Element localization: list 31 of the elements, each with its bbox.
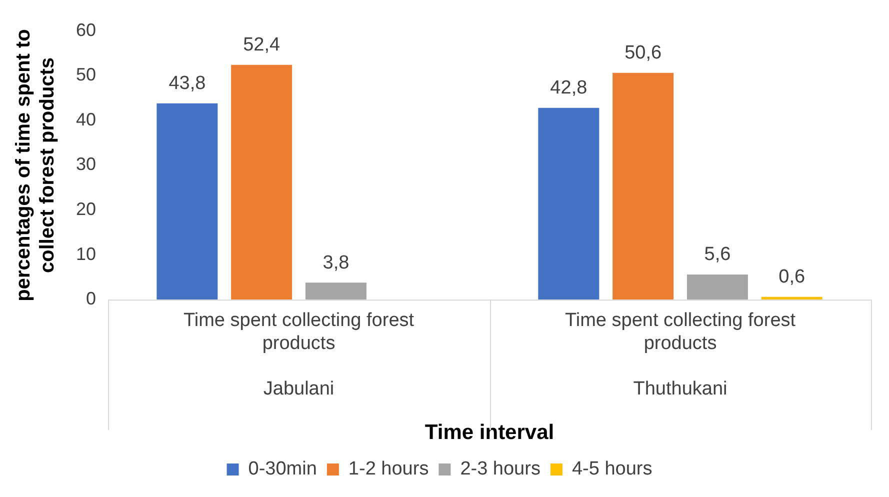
legend-label: 0-30min — [248, 458, 317, 480]
bar — [156, 103, 218, 300]
y-tick-label: 30 — [76, 154, 96, 174]
legend-label: 2-3 hours — [460, 458, 540, 480]
y-tick-label: 60 — [76, 20, 96, 40]
legend-label: 4-5 hours — [572, 458, 652, 480]
bar — [761, 296, 822, 300]
x-tick-label: Jabulani — [263, 378, 334, 400]
y-tick-label: 40 — [76, 109, 96, 130]
bar — [612, 72, 674, 300]
text: Time spent collecting forest products — [564, 310, 796, 354]
data-label: 52,4 — [243, 34, 280, 56]
data-label: 42,8 — [550, 78, 588, 99]
y-tick-label: 50 — [76, 64, 96, 85]
data-label: 43,8 — [168, 73, 206, 94]
x-axis-title: Time interval — [424, 421, 554, 444]
legend-label: 1-2 hours — [348, 458, 429, 480]
bar — [231, 64, 292, 300]
text: Time spent collecting forest products — [183, 310, 415, 354]
data-label: 0,6 — [778, 266, 806, 288]
data-label: 50,6 — [624, 42, 662, 64]
bar — [538, 108, 600, 300]
data-label: 5,6 — [704, 244, 731, 266]
y-axis-title: percentages of time spent to collect forest products — [12, 29, 59, 302]
data-label: 3,8 — [322, 252, 350, 274]
y-tick-label: 20 — [76, 198, 96, 219]
y-tick-label: 0 — [86, 288, 96, 309]
x-tick-label: Thuthukani — [633, 378, 728, 400]
bar — [305, 282, 366, 300]
y-tick-label: 10 — [76, 244, 96, 264]
bar — [686, 274, 748, 300]
